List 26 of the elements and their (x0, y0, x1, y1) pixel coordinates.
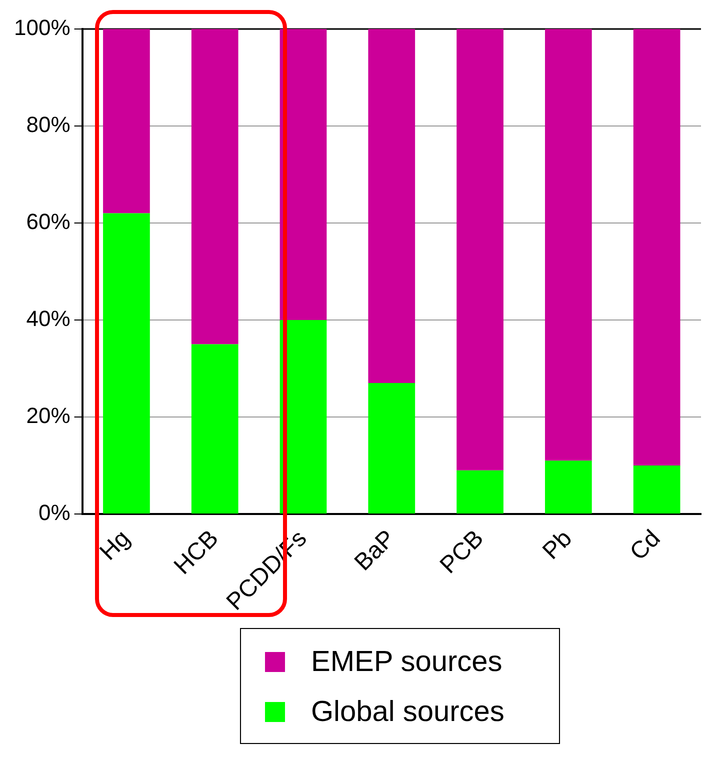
x-tick-label: Cd (624, 525, 666, 566)
bar (103, 213, 150, 514)
bar (544, 29, 592, 461)
bar (280, 29, 327, 320)
y-tick-label: 80% (26, 112, 70, 138)
bar (456, 29, 504, 470)
x-tick-label: Pb (537, 525, 578, 565)
legend-label: Global sources (311, 696, 504, 728)
x-tick-label: BaP (349, 525, 401, 576)
x-tick-label: Hg (94, 525, 136, 566)
bar (191, 344, 238, 514)
bar (191, 29, 238, 344)
y-tick-label: 20% (26, 403, 70, 428)
bar (368, 383, 416, 514)
y-tick-label: 40% (26, 306, 70, 332)
bar (368, 29, 416, 384)
y-tick-label: 100% (14, 15, 70, 40)
bar (544, 460, 592, 514)
y-tick-label: 0% (38, 500, 70, 526)
bar (280, 320, 327, 514)
bar (633, 465, 680, 514)
bar (633, 29, 680, 466)
legend-label: EMEP sources (311, 646, 502, 678)
y-tick-label: 60% (26, 209, 70, 234)
bar (103, 29, 150, 214)
bar (456, 470, 504, 514)
